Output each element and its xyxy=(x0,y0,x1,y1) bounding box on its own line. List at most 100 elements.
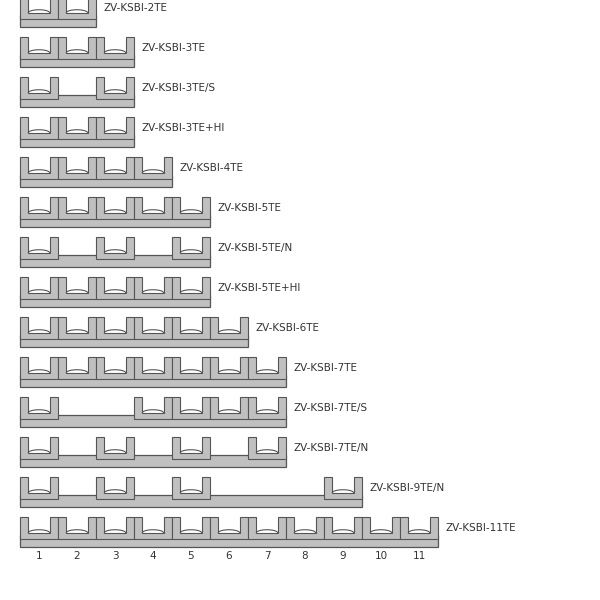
Polygon shape xyxy=(58,197,96,219)
Bar xyxy=(20,15,96,27)
Polygon shape xyxy=(324,477,362,499)
Text: 7: 7 xyxy=(263,551,271,561)
Text: 5: 5 xyxy=(188,551,194,561)
Bar xyxy=(20,495,362,507)
Polygon shape xyxy=(286,517,324,539)
Polygon shape xyxy=(96,317,134,339)
Polygon shape xyxy=(20,437,58,459)
Polygon shape xyxy=(210,397,248,419)
Text: ZV-KSBI-5TE+HI: ZV-KSBI-5TE+HI xyxy=(218,283,301,293)
Polygon shape xyxy=(248,437,286,459)
Polygon shape xyxy=(96,277,134,299)
Text: 11: 11 xyxy=(412,551,425,561)
Polygon shape xyxy=(248,357,286,379)
Polygon shape xyxy=(210,317,248,339)
Bar xyxy=(20,335,248,347)
Text: ZV-KSBI-4TE: ZV-KSBI-4TE xyxy=(180,163,244,173)
Polygon shape xyxy=(58,277,96,299)
Text: ZV-KSBI-3TE: ZV-KSBI-3TE xyxy=(142,43,206,53)
Polygon shape xyxy=(20,197,58,219)
Text: 10: 10 xyxy=(374,551,388,561)
Polygon shape xyxy=(20,477,58,499)
Bar xyxy=(20,175,172,187)
Text: 8: 8 xyxy=(302,551,308,561)
Bar xyxy=(20,255,210,267)
Text: ZV-KSBI-3TE+HI: ZV-KSBI-3TE+HI xyxy=(142,123,226,133)
Polygon shape xyxy=(20,517,58,539)
Polygon shape xyxy=(20,397,58,419)
Polygon shape xyxy=(172,357,210,379)
Polygon shape xyxy=(362,517,400,539)
Polygon shape xyxy=(96,437,134,459)
Polygon shape xyxy=(96,117,134,139)
Polygon shape xyxy=(20,237,58,259)
Polygon shape xyxy=(172,277,210,299)
Polygon shape xyxy=(134,317,172,339)
Polygon shape xyxy=(172,397,210,419)
Text: ZV-KSBI-11TE: ZV-KSBI-11TE xyxy=(446,523,517,533)
Polygon shape xyxy=(20,37,58,59)
Polygon shape xyxy=(248,397,286,419)
Bar xyxy=(20,135,134,147)
Text: ZV-KSBI-2TE: ZV-KSBI-2TE xyxy=(104,3,168,13)
Bar xyxy=(20,215,210,227)
Polygon shape xyxy=(400,517,438,539)
Polygon shape xyxy=(20,0,58,19)
Bar xyxy=(20,455,286,467)
Bar xyxy=(20,55,134,67)
Polygon shape xyxy=(96,357,134,379)
Polygon shape xyxy=(58,0,96,19)
Polygon shape xyxy=(20,117,58,139)
Text: ZV-KSBI-5TE/N: ZV-KSBI-5TE/N xyxy=(218,243,293,253)
Text: ZV-KSBI-6TE: ZV-KSBI-6TE xyxy=(256,323,320,333)
Polygon shape xyxy=(20,357,58,379)
Text: ZV-KSBI-5TE: ZV-KSBI-5TE xyxy=(218,203,282,213)
Bar xyxy=(20,535,438,547)
Text: ZV-KSBI-7TE/S: ZV-KSBI-7TE/S xyxy=(294,403,368,413)
Polygon shape xyxy=(58,317,96,339)
Polygon shape xyxy=(20,277,58,299)
Polygon shape xyxy=(210,357,248,379)
Text: 9: 9 xyxy=(340,551,346,561)
Polygon shape xyxy=(96,517,134,539)
Text: ZV-KSBI-7TE/N: ZV-KSBI-7TE/N xyxy=(294,443,369,453)
Polygon shape xyxy=(58,117,96,139)
Text: ZV-KSBI-7TE: ZV-KSBI-7TE xyxy=(294,363,358,373)
Polygon shape xyxy=(172,437,210,459)
Text: ZV-KSBI-3TE/S: ZV-KSBI-3TE/S xyxy=(142,83,216,93)
Polygon shape xyxy=(96,77,134,99)
Text: 1: 1 xyxy=(35,551,43,561)
Polygon shape xyxy=(96,477,134,499)
Polygon shape xyxy=(134,157,172,179)
Polygon shape xyxy=(134,397,172,419)
Bar xyxy=(20,375,286,387)
Polygon shape xyxy=(134,197,172,219)
Polygon shape xyxy=(58,357,96,379)
Polygon shape xyxy=(172,237,210,259)
Polygon shape xyxy=(96,157,134,179)
Polygon shape xyxy=(58,157,96,179)
Polygon shape xyxy=(324,517,362,539)
Polygon shape xyxy=(134,277,172,299)
Polygon shape xyxy=(134,517,172,539)
Polygon shape xyxy=(172,517,210,539)
Text: 3: 3 xyxy=(112,551,118,561)
Text: 4: 4 xyxy=(149,551,157,561)
Text: ZV-KSBI-9TE/N: ZV-KSBI-9TE/N xyxy=(370,483,445,493)
Polygon shape xyxy=(96,237,134,259)
Bar xyxy=(20,295,210,307)
Polygon shape xyxy=(58,37,96,59)
Polygon shape xyxy=(172,477,210,499)
Text: 6: 6 xyxy=(226,551,232,561)
Polygon shape xyxy=(58,517,96,539)
Polygon shape xyxy=(20,157,58,179)
Text: 2: 2 xyxy=(74,551,80,561)
Polygon shape xyxy=(248,517,286,539)
Bar xyxy=(20,95,134,107)
Polygon shape xyxy=(172,317,210,339)
Polygon shape xyxy=(134,357,172,379)
Polygon shape xyxy=(20,317,58,339)
Polygon shape xyxy=(96,197,134,219)
Bar xyxy=(20,415,286,427)
Polygon shape xyxy=(96,37,134,59)
